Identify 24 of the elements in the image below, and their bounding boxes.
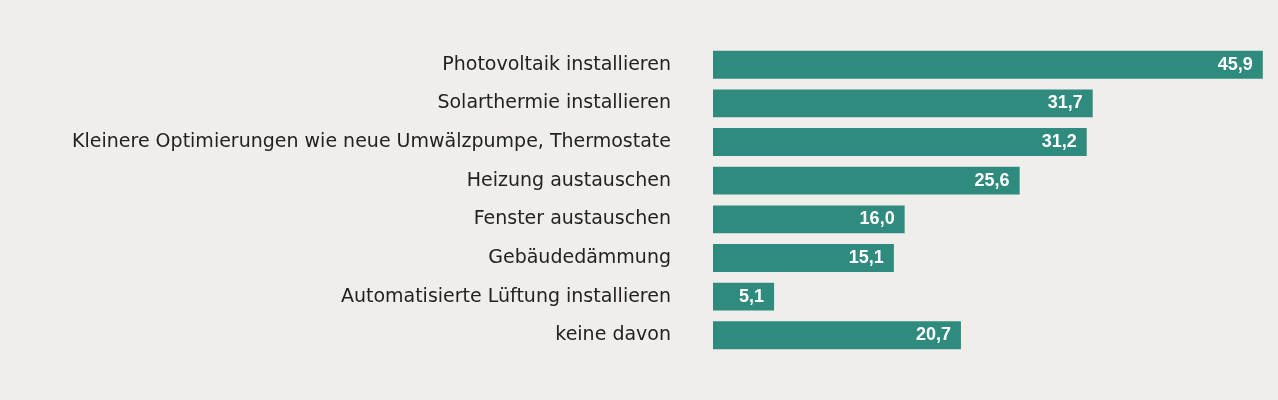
- y-tick-label: Gebäudedämmung: [488, 244, 671, 267]
- y-tick-label: Kleinere Optimierungen wie neue Umwälzpumpe, Thermostate: [72, 128, 671, 151]
- bar: [713, 205, 905, 234]
- data-label: 31,7: [1047, 92, 1083, 113]
- bar: [713, 244, 894, 272]
- bar: [713, 321, 961, 350]
- bar: [713, 128, 1087, 156]
- y-tick-label: Fenster austauschen: [473, 206, 671, 229]
- y-tick-label: Heizung austauschen: [466, 167, 671, 190]
- bar: [713, 282, 775, 311]
- data-label: 16,0: [859, 208, 895, 229]
- y-tick-label: keine davon: [555, 322, 671, 345]
- data-label: 15,1: [848, 246, 884, 267]
- bar: [713, 50, 1263, 79]
- y-tick-label: Photovoltaik installieren: [442, 51, 671, 74]
- data-label: 25,6: [974, 169, 1010, 190]
- y-tick-label: Solarthermie installieren: [437, 90, 671, 113]
- data-label: 45,9: [1217, 53, 1253, 74]
- bar: [713, 89, 1093, 118]
- data-label: 31,2: [1041, 130, 1077, 151]
- y-tick-label: Automatisierte Lüftung installieren: [340, 283, 671, 306]
- data-label: 20,7: [915, 324, 951, 345]
- bar: [713, 166, 1020, 195]
- data-label: 5,1: [739, 285, 765, 306]
